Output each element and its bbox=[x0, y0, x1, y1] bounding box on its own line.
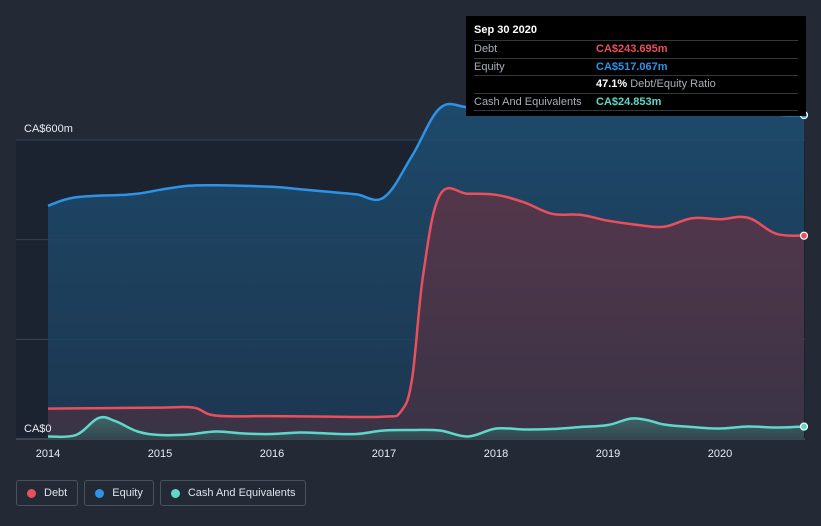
equity-dot-icon bbox=[95, 488, 105, 498]
legend-item-equity[interactable]: Equity bbox=[84, 480, 154, 506]
y-axis-bottom-label: CA$0 bbox=[24, 423, 52, 435]
tooltip-label: Equity bbox=[474, 60, 505, 73]
x-tick-label: 2016 bbox=[260, 448, 284, 460]
x-tick-label: 2014 bbox=[36, 448, 60, 460]
x-tick-label: 2020 bbox=[708, 448, 732, 460]
cash-and-equivalents-endpoint bbox=[799, 422, 809, 431]
x-tick-label: 2018 bbox=[484, 448, 508, 460]
tooltip-value-equity: CA$517.067m bbox=[596, 60, 668, 73]
tooltip-ratio-caption: Debt/Equity Ratio bbox=[630, 78, 716, 91]
cash-dot-icon bbox=[170, 488, 180, 498]
tooltip-row-debt: Debt CA$243.695m bbox=[474, 40, 798, 58]
tooltip-label: Debt bbox=[474, 43, 498, 56]
tooltip-label: Cash And Equivalents bbox=[474, 95, 582, 108]
debt-dot-icon bbox=[27, 488, 36, 498]
tooltip-row-ratio: 47.1% Debt/Equity Ratio bbox=[474, 75, 798, 93]
x-tick-label: 2017 bbox=[372, 448, 396, 460]
tooltip: Sep 30 2020 Debt CA$243.695m Equity CA$5… bbox=[466, 16, 806, 116]
debt-area bbox=[48, 188, 804, 439]
tooltip-value-ratio: 47.1% bbox=[596, 78, 628, 91]
legend: Debt Equity Cash And Equivalents bbox=[16, 480, 307, 506]
legend-label: Debt bbox=[44, 487, 68, 499]
legend-label: Cash And Equivalents bbox=[187, 487, 296, 499]
tooltip-date: Sep 30 2020 bbox=[474, 24, 537, 36]
debt-endpoint bbox=[799, 231, 809, 240]
tooltip-row-equity: Equity CA$517.067m bbox=[474, 57, 798, 76]
debt-line bbox=[47, 186, 805, 419]
x-tick-label: 2019 bbox=[596, 448, 620, 460]
legend-label: Equity bbox=[112, 487, 143, 499]
cash-and-equivalents-line bbox=[47, 415, 805, 439]
legend-item-cash[interactable]: Cash And Equivalents bbox=[159, 480, 307, 506]
legend-item-debt[interactable]: Debt bbox=[16, 480, 79, 506]
x-axis-ticks: 2014 2015 2016 2017 2018 2019 2020 bbox=[36, 448, 732, 460]
tooltip-row-cash: Cash And Equivalents CA$24.853m bbox=[474, 92, 798, 111]
y-axis-top-label: CA$600m bbox=[24, 123, 73, 135]
tooltip-value-debt: CA$243.695m bbox=[596, 43, 668, 56]
x-tick-label: 2015 bbox=[148, 448, 172, 460]
tooltip-value-cash: CA$24.853m bbox=[596, 95, 662, 108]
